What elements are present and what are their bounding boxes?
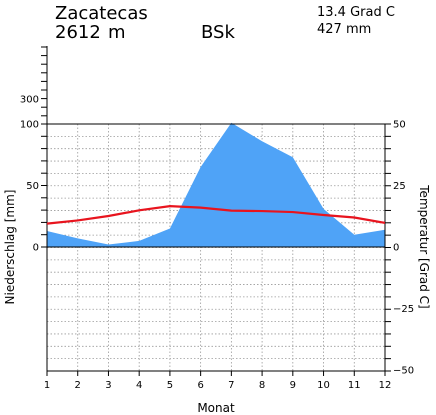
month-tick-label: 9 bbox=[290, 380, 296, 391]
temp-tick-label: 50 bbox=[393, 120, 406, 131]
precip-tick-label: 100 bbox=[20, 120, 39, 131]
month-tick-label: 3 bbox=[105, 380, 111, 391]
temp-tick-label: −50 bbox=[393, 366, 414, 377]
annual-precipitation: 427 mm bbox=[317, 22, 372, 37]
y-axis-label-right: Temperatur [Grad C] bbox=[417, 184, 431, 308]
month-tick-label: 11 bbox=[348, 380, 361, 391]
month-tick-label: 6 bbox=[197, 380, 203, 391]
month-tick-label: 10 bbox=[317, 380, 330, 391]
temp-tick-label: 25 bbox=[393, 181, 406, 192]
climate-class: BSk bbox=[201, 22, 235, 43]
precip-tick-label: 50 bbox=[26, 181, 39, 192]
mean-temperature: 13.4 Grad C bbox=[317, 5, 395, 20]
month-tick-label: 5 bbox=[167, 380, 173, 391]
month-tick-label: 1 bbox=[44, 380, 50, 391]
x-axis-label: Monat bbox=[197, 401, 235, 415]
precip-tick-label: 300 bbox=[20, 95, 39, 106]
month-tick-label: 2 bbox=[75, 380, 81, 391]
elevation-unit: m bbox=[108, 22, 126, 43]
precip-tick-label: 0 bbox=[33, 243, 39, 254]
elevation-value: 2612 bbox=[55, 22, 101, 43]
temp-tick-label: 0 bbox=[393, 243, 399, 254]
precipitation-area bbox=[47, 122, 385, 247]
station-name: Zacatecas bbox=[55, 3, 148, 24]
month-tick-label: 8 bbox=[259, 380, 265, 391]
month-tick-label: 4 bbox=[136, 380, 142, 391]
temperature-line bbox=[46, 205, 386, 225]
y-axis-label-left: Niederschlag [mm] bbox=[3, 190, 17, 305]
month-tick-label: 7 bbox=[228, 380, 234, 391]
month-tick-label: 12 bbox=[379, 380, 392, 391]
temp-tick-label: −25 bbox=[393, 304, 414, 315]
